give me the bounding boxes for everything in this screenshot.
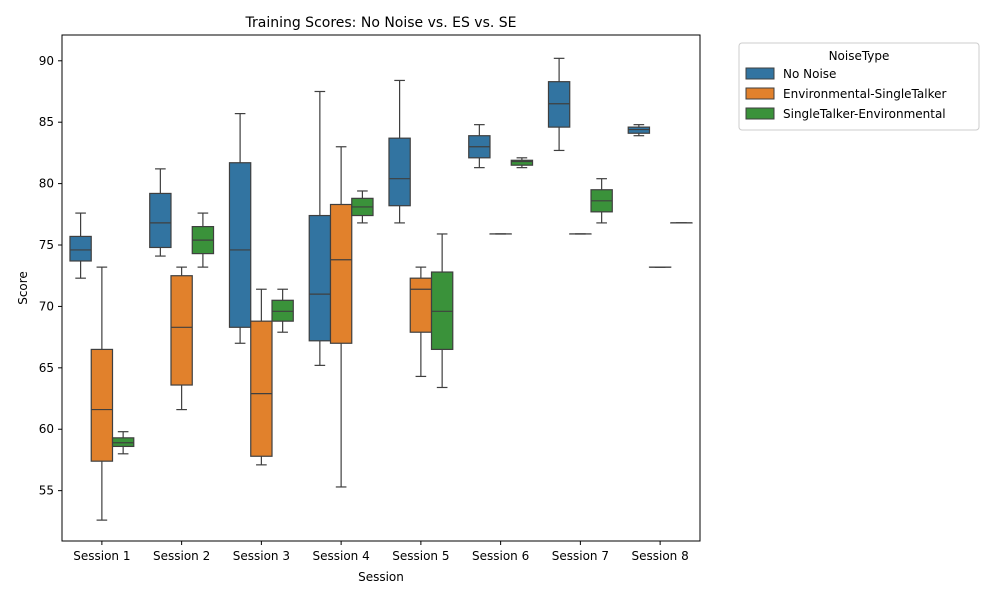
box-body [389, 138, 410, 206]
box-group [548, 58, 569, 150]
x-axis-label: Session [358, 570, 404, 584]
y-tick-label: 70 [39, 299, 54, 313]
x-tick-label: Session 8 [632, 549, 689, 563]
box-group [251, 289, 272, 465]
box-body [70, 236, 91, 261]
box-group [591, 179, 612, 223]
box-group [469, 125, 490, 168]
box-group [192, 213, 213, 267]
box-group [229, 114, 250, 344]
box-group [113, 432, 134, 454]
box-body [330, 204, 351, 343]
box-group [70, 213, 91, 278]
box-body [150, 193, 171, 247]
box-group [628, 125, 649, 136]
box-group [389, 80, 410, 222]
box-body [410, 278, 431, 332]
box-group [432, 234, 453, 388]
y-tick-label: 85 [39, 115, 54, 129]
chart-title: Training Scores: No Noise vs. ES vs. SE [244, 15, 516, 31]
y-tick-label: 75 [39, 238, 54, 252]
y-tick-label: 80 [39, 177, 54, 191]
legend-title: NoiseType [829, 49, 890, 63]
box-group [352, 191, 373, 223]
box-group [272, 289, 293, 332]
x-tick-label: Session 7 [552, 549, 609, 563]
x-tick-label: Session 6 [472, 549, 529, 563]
box-group [511, 158, 532, 168]
box-group [330, 147, 351, 487]
legend-item: No Noise [746, 67, 836, 81]
box-body [171, 276, 192, 385]
x-tick-label: Session 2 [153, 549, 210, 563]
y-tick-label: 60 [39, 422, 54, 436]
box-body [432, 272, 453, 349]
legend-swatch [746, 88, 774, 99]
y-axis-label: Score [16, 271, 30, 305]
marks-layer [70, 58, 692, 520]
plot-frame [62, 35, 700, 541]
box-group [150, 169, 171, 256]
axes-layer: 55 60 65 70 75 80 85 90 Session 1 Session 2 Sessio… [39, 54, 689, 563]
box-body [229, 163, 250, 328]
x-tick-label: Session 4 [313, 549, 370, 563]
box-body [272, 300, 293, 321]
box-body [628, 127, 649, 133]
legend-label: No Noise [783, 67, 836, 81]
box-group [410, 267, 431, 376]
box-body [251, 321, 272, 456]
legend-label: Environmental-SingleTalker [783, 87, 946, 101]
box-body [548, 82, 569, 127]
box-group [91, 267, 112, 520]
box-group [171, 267, 192, 409]
box-body [309, 216, 330, 341]
y-tick-label: 65 [39, 361, 54, 375]
legend-swatch [746, 68, 774, 79]
x-tick-label: Session 5 [392, 549, 449, 563]
x-tick-label: Session 3 [233, 549, 290, 563]
legend: NoiseType No Noise Environmental-SingleTa… [739, 43, 979, 130]
legend-swatch [746, 108, 774, 119]
box-group [309, 91, 330, 365]
legend-label: SingleTalker-Environmental [783, 107, 946, 121]
y-tick-label: 90 [39, 54, 54, 68]
y-tick-label: 55 [39, 484, 54, 498]
x-tick-label: Session 1 [73, 549, 130, 563]
box-body [91, 349, 112, 461]
box-body [113, 438, 134, 447]
